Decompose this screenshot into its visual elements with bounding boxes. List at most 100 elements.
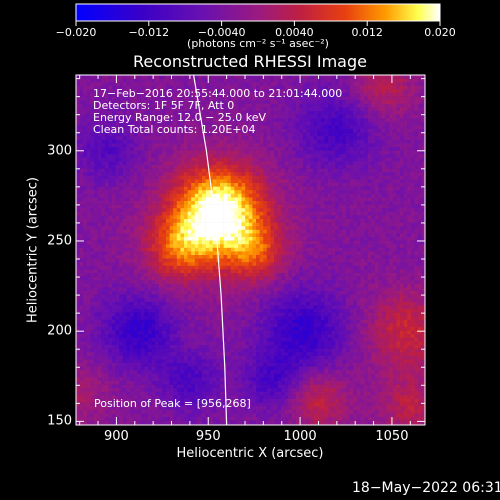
heatmap-cell	[209, 244, 214, 249]
heatmap-cell	[331, 226, 336, 231]
heatmap-cell	[166, 150, 170, 155]
heatmap-cell	[302, 193, 307, 198]
heatmap-cell	[263, 208, 268, 213]
heatmap-cell	[187, 204, 192, 209]
heatmap-cell	[338, 215, 343, 220]
heatmap-cell	[284, 183, 289, 187]
heatmap-cell	[277, 157, 282, 162]
heatmap-cell	[403, 204, 408, 209]
heatmap-cell	[313, 219, 318, 223]
heatmap-cell	[130, 229, 134, 234]
heatmap-cell	[410, 154, 415, 159]
heatmap-cell	[392, 118, 397, 123]
heatmap-cell	[256, 215, 260, 220]
heatmap-cell	[191, 215, 196, 220]
heatmap-cell	[364, 219, 368, 223]
heatmap-cell	[342, 175, 347, 180]
heatmap-cell	[403, 172, 408, 177]
heatmap-cell	[245, 157, 250, 162]
heatmap-cell	[367, 136, 372, 141]
heatmap-cell	[122, 118, 127, 123]
heatmap-cell	[241, 215, 246, 220]
heatmap-cell	[148, 226, 152, 231]
heatmap-cell	[346, 100, 350, 105]
heatmap-cell	[342, 136, 347, 141]
heatmap-cell	[263, 233, 268, 238]
heatmap-cell	[101, 258, 106, 263]
heatmap-cell	[238, 226, 242, 231]
heatmap-cell	[90, 193, 95, 198]
heatmap-cell	[94, 100, 98, 105]
heatmap-cell	[112, 229, 116, 234]
heatmap-cell	[198, 186, 203, 191]
heatmap-cell	[371, 150, 376, 155]
heatmap-cell	[274, 143, 278, 148]
heatmap-cell	[162, 251, 167, 256]
heatmap-cell	[169, 229, 174, 234]
heatmap-cell	[299, 168, 304, 173]
heatmap-cell	[180, 111, 185, 115]
heatmap-cell	[126, 114, 131, 119]
heatmap-cell	[227, 118, 232, 123]
heatmap-cell	[364, 237, 368, 241]
heatmap-cell	[292, 251, 296, 256]
heatmap-cell	[248, 75, 253, 79]
heatmap-cell	[385, 193, 390, 198]
heatmap-cell	[418, 139, 422, 144]
heatmap-cell	[382, 143, 386, 148]
heatmap-cell	[234, 89, 239, 94]
heatmap-cell	[241, 251, 246, 256]
heatmap-cell	[382, 103, 386, 108]
heatmap-cell	[328, 215, 332, 220]
heatmap-cell	[418, 251, 422, 256]
heatmap-cell	[144, 219, 149, 223]
heatmap-cell	[76, 143, 80, 148]
heatmap-cell	[302, 161, 307, 166]
heatmap-cell	[202, 150, 206, 155]
heatmap-cell	[302, 183, 307, 187]
heatmap-cell	[392, 233, 397, 238]
heatmap-cell	[288, 226, 293, 231]
heatmap-cell	[115, 215, 120, 220]
heatmap-cell	[180, 179, 185, 184]
heatmap-cell	[191, 255, 196, 259]
heatmap-cell	[335, 147, 340, 151]
heatmap-cell	[187, 121, 192, 126]
heatmap-cell	[238, 251, 242, 256]
heatmap-cell	[130, 78, 134, 83]
heatmap-cell	[108, 107, 113, 112]
heatmap-cell	[306, 208, 311, 213]
heatmap-cell	[324, 103, 329, 108]
heatmap-cell	[288, 147, 293, 151]
heatmap-cell	[122, 186, 127, 191]
heatmap-cell	[313, 251, 318, 256]
heatmap-cell	[378, 147, 383, 151]
heatmap-cell	[328, 175, 332, 180]
heatmap-cell	[281, 136, 286, 141]
heatmap-cell	[328, 107, 332, 112]
heatmap-cell	[248, 100, 253, 105]
heatmap-cell	[367, 197, 372, 202]
heatmap-cell	[140, 168, 145, 173]
heatmap-cell	[83, 129, 88, 133]
heatmap-cell	[317, 201, 322, 205]
heatmap-cell	[234, 208, 239, 213]
heatmap-cell	[378, 150, 383, 155]
heatmap-cell	[389, 103, 394, 108]
heatmap-cell	[162, 75, 167, 79]
heatmap-cell	[86, 175, 91, 180]
heatmap-cell	[83, 226, 88, 231]
heatmap-cell	[119, 136, 124, 141]
heatmap-cell	[133, 168, 138, 173]
heatmap-cell	[205, 89, 210, 94]
heatmap-cell	[194, 190, 199, 195]
heatmap-cell	[284, 82, 289, 87]
heatmap-cell	[191, 193, 196, 198]
heatmap-cell	[292, 197, 296, 202]
heatmap-cell	[284, 172, 289, 177]
heatmap-cell	[223, 78, 228, 83]
heatmap-cell	[130, 154, 134, 159]
heatmap-cell	[328, 78, 332, 83]
heatmap-cell	[338, 229, 343, 234]
heatmap-cell	[349, 89, 354, 94]
